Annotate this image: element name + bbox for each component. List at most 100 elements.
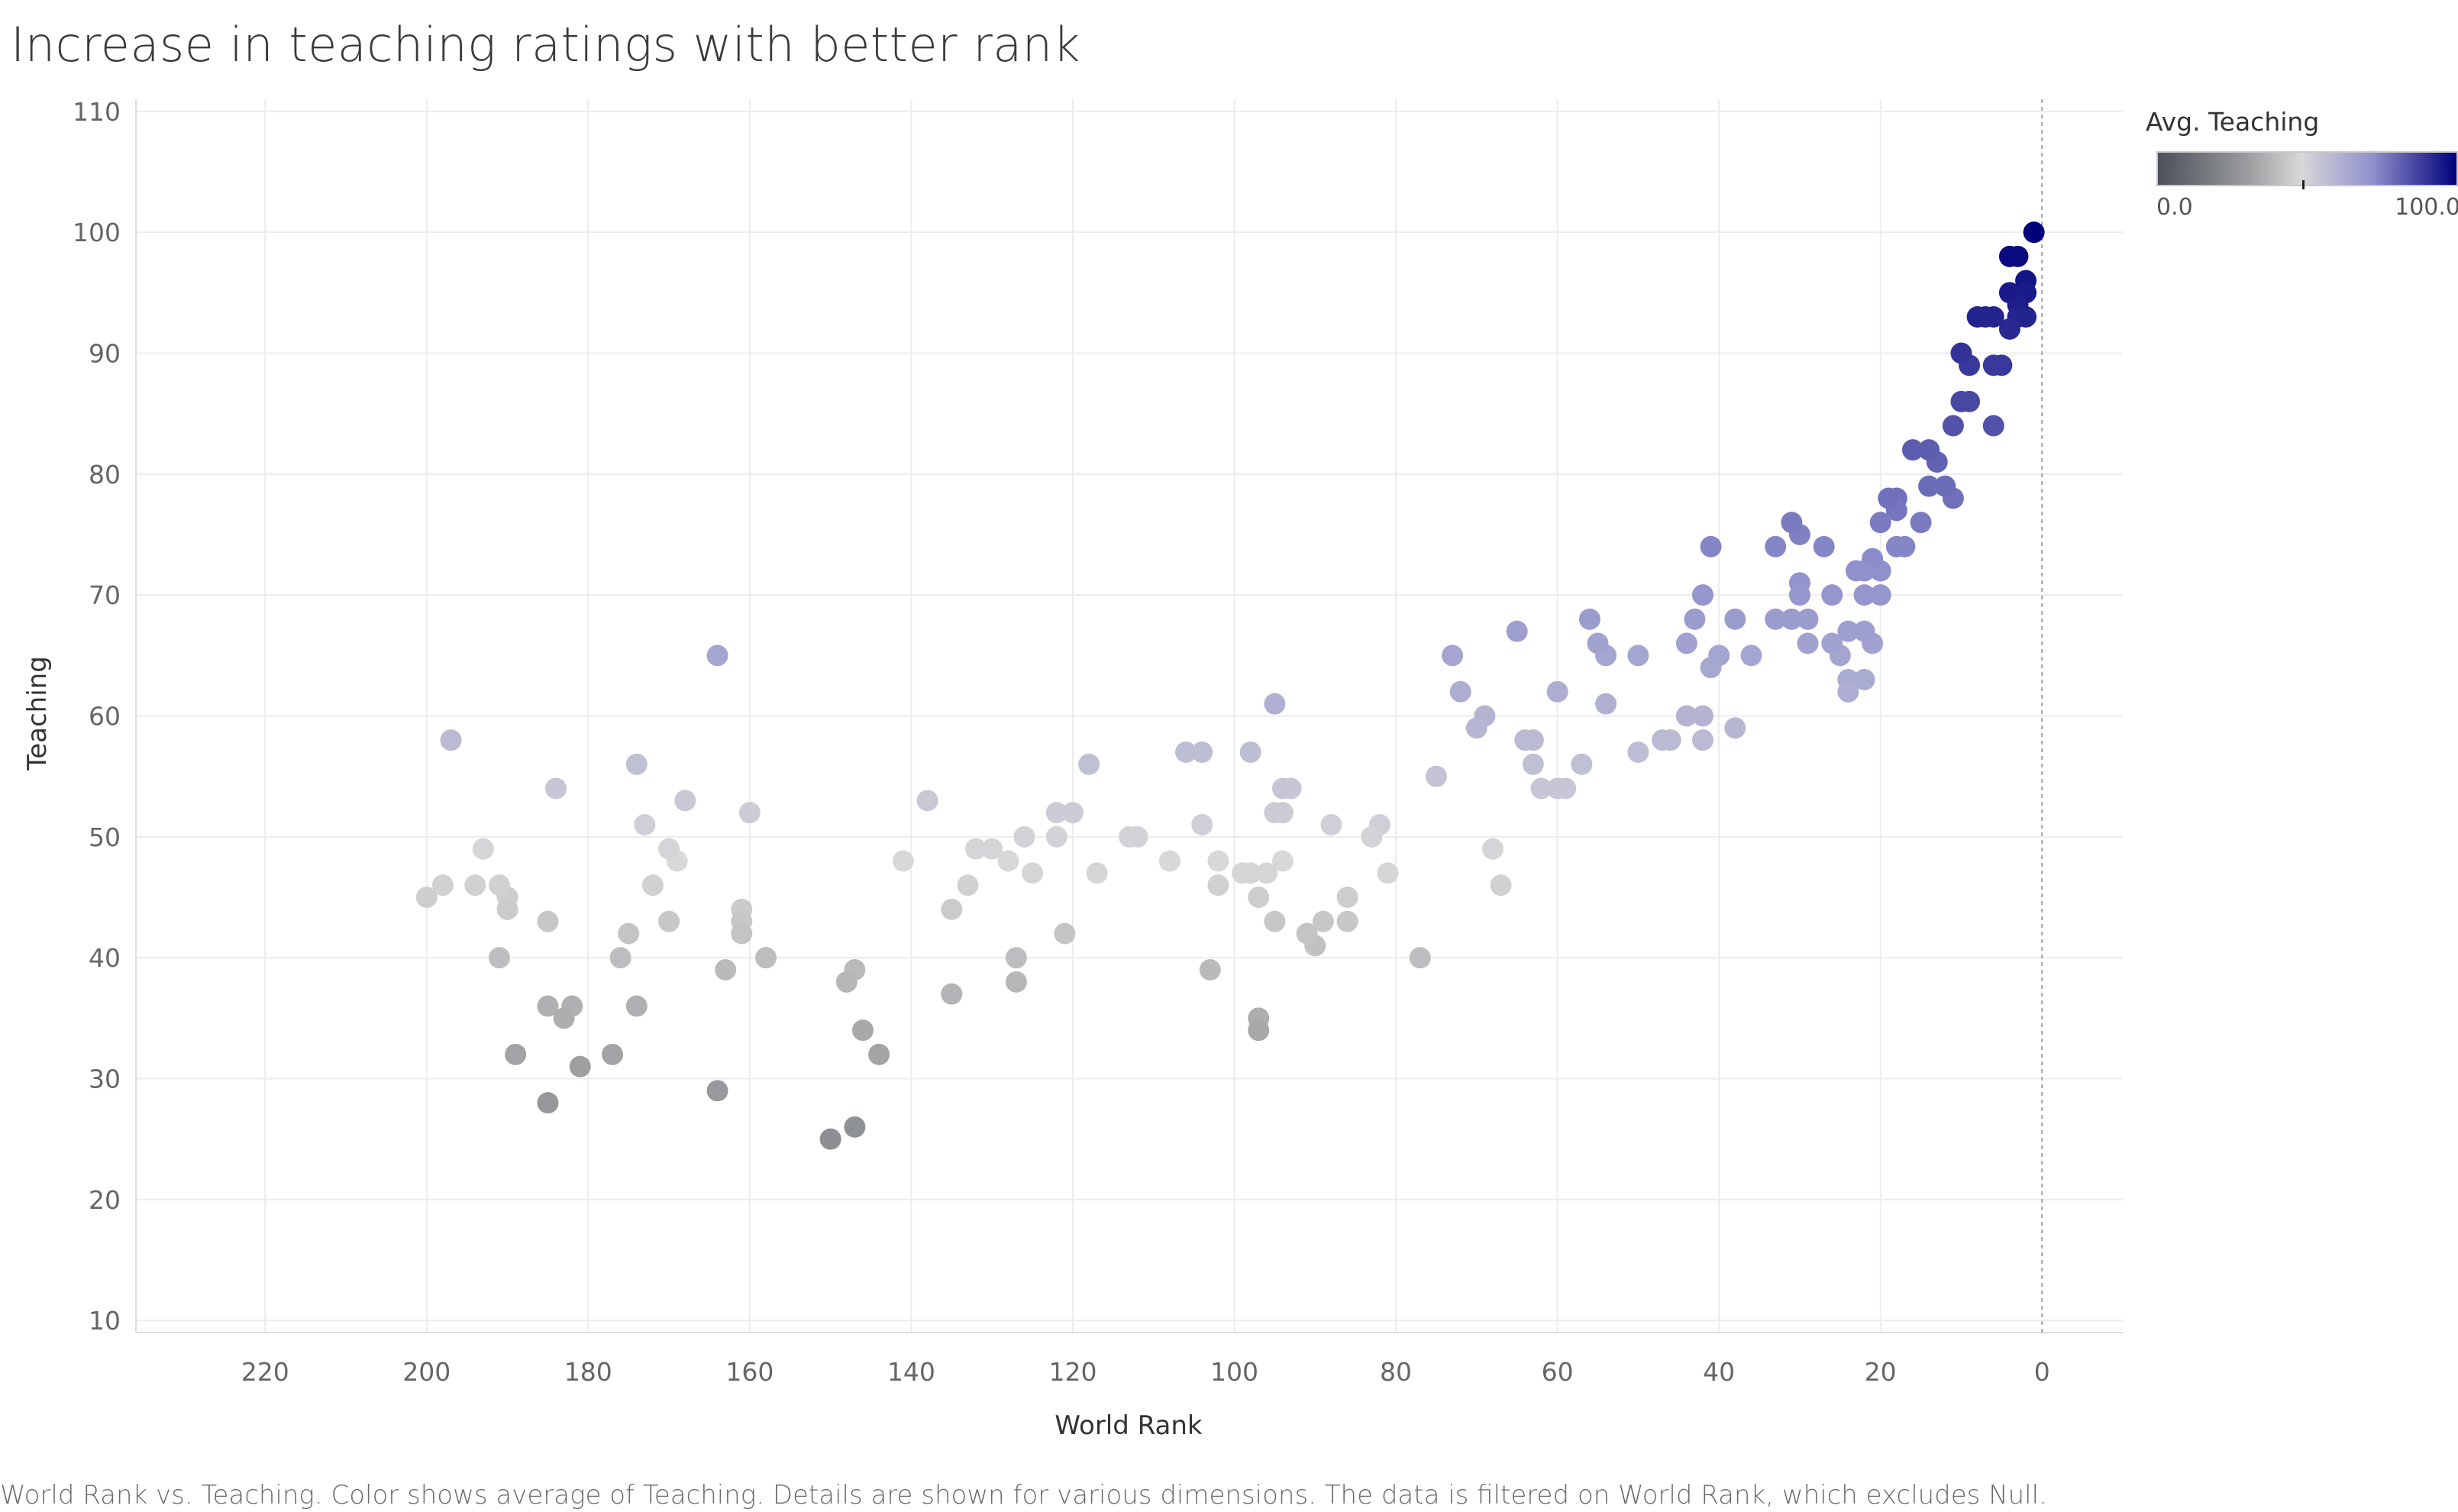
- color-legend[interactable]: Avg. Teaching 0.0 100.0: [2146, 107, 2458, 221]
- data-point[interactable]: [916, 790, 938, 812]
- data-point[interactable]: [1627, 741, 1649, 763]
- data-point[interactable]: [835, 971, 858, 993]
- data-point[interactable]: [1022, 862, 1044, 884]
- data-point[interactable]: [1199, 959, 1221, 981]
- data-point[interactable]: [1013, 825, 1035, 848]
- data-point[interactable]: [1191, 814, 1213, 835]
- data-point[interactable]: [1788, 584, 1810, 606]
- data-point[interactable]: [609, 947, 631, 969]
- data-point[interactable]: [634, 814, 656, 835]
- data-point[interactable]: [1691, 705, 1713, 727]
- data-point[interactable]: [431, 874, 454, 897]
- data-point[interactable]: [1571, 753, 1593, 775]
- data-point[interactable]: [569, 1055, 591, 1077]
- data-point[interactable]: [537, 910, 559, 932]
- data-point[interactable]: [1901, 439, 1923, 461]
- data-point[interactable]: [472, 838, 494, 860]
- data-point[interactable]: [1998, 282, 2020, 304]
- data-point[interactable]: [755, 947, 777, 969]
- data-point[interactable]: [1869, 512, 1891, 534]
- data-point[interactable]: [1675, 705, 1697, 727]
- data-point[interactable]: [553, 1007, 575, 1029]
- data-point[interactable]: [1691, 729, 1713, 751]
- data-point[interactable]: [1490, 874, 1512, 897]
- data-point[interactable]: [1248, 1019, 1270, 1042]
- data-point[interactable]: [1045, 825, 1068, 848]
- data-point[interactable]: [1966, 306, 1988, 328]
- data-point[interactable]: [1175, 741, 1197, 763]
- data-point[interactable]: [1271, 777, 1294, 800]
- data-point[interactable]: [1255, 862, 1277, 884]
- data-point[interactable]: [1271, 850, 1294, 872]
- data-point[interactable]: [1061, 802, 1084, 824]
- data-point[interactable]: [1465, 717, 1487, 739]
- data-point[interactable]: [1765, 608, 1787, 630]
- data-point[interactable]: [1781, 512, 1803, 534]
- data-point[interactable]: [957, 874, 979, 897]
- data-point[interactable]: [1950, 390, 1972, 412]
- data-point[interactable]: [1998, 318, 2020, 340]
- data-point[interactable]: [488, 874, 510, 897]
- data-point[interactable]: [1821, 584, 1843, 606]
- data-point[interactable]: [1684, 608, 1706, 630]
- data-point[interactable]: [1248, 887, 1270, 908]
- data-point[interactable]: [440, 729, 462, 751]
- data-point[interactable]: [715, 959, 737, 981]
- data-point[interactable]: [1514, 729, 1536, 751]
- data-point[interactable]: [674, 790, 696, 812]
- data-point[interactable]: [1853, 620, 1875, 642]
- data-point[interactable]: [892, 850, 914, 872]
- data-point[interactable]: [1587, 632, 1609, 654]
- data-point[interactable]: [641, 874, 664, 897]
- data-point[interactable]: [997, 850, 1019, 872]
- data-point[interactable]: [1086, 862, 1108, 884]
- data-point[interactable]: [706, 1080, 728, 1102]
- data-point[interactable]: [1950, 342, 1972, 364]
- data-point[interactable]: [658, 910, 680, 932]
- data-point[interactable]: [464, 874, 486, 897]
- data-point[interactable]: [1885, 535, 1907, 557]
- data-point[interactable]: [1627, 645, 1649, 667]
- data-point[interactable]: [1207, 850, 1229, 872]
- data-point[interactable]: [1910, 512, 1932, 534]
- data-point[interactable]: [706, 645, 728, 667]
- data-point[interactable]: [1207, 874, 1229, 897]
- data-point[interactable]: [1781, 608, 1803, 630]
- data-point[interactable]: [1312, 910, 1334, 932]
- data-point[interactable]: [1652, 729, 1674, 751]
- data-point[interactable]: [1700, 535, 1722, 557]
- data-point[interactable]: [1506, 620, 1528, 642]
- data-point[interactable]: [1691, 584, 1713, 606]
- data-point[interactable]: [1158, 850, 1181, 872]
- data-point[interactable]: [1869, 584, 1891, 606]
- data-point[interactable]: [1797, 608, 1819, 630]
- data-point[interactable]: [1878, 487, 1900, 509]
- data-point[interactable]: [1264, 693, 1286, 715]
- data-point[interactable]: [1740, 645, 1762, 667]
- data-point[interactable]: [819, 1128, 841, 1150]
- data-point[interactable]: [505, 1043, 527, 1065]
- data-point[interactable]: [1546, 777, 1568, 800]
- data-point[interactable]: [1724, 608, 1746, 630]
- data-point[interactable]: [1530, 777, 1552, 800]
- data-point[interactable]: [488, 947, 510, 969]
- data-point[interactable]: [1797, 632, 1819, 654]
- data-point[interactable]: [965, 838, 987, 860]
- data-point[interactable]: [1853, 584, 1875, 606]
- data-point[interactable]: [731, 922, 753, 945]
- data-point[interactable]: [1942, 415, 1964, 437]
- data-point[interactable]: [1078, 753, 1100, 775]
- data-point[interactable]: [1442, 645, 1464, 667]
- data-point[interactable]: [1320, 814, 1342, 835]
- data-point[interactable]: [1481, 838, 1504, 860]
- data-point[interactable]: [1837, 620, 1859, 642]
- data-point[interactable]: [1264, 802, 1286, 824]
- data-point[interactable]: [1765, 535, 1787, 557]
- data-point[interactable]: [1449, 680, 1471, 703]
- data-point[interactable]: [1005, 971, 1027, 993]
- data-point[interactable]: [1425, 765, 1447, 787]
- data-point[interactable]: [1239, 741, 1261, 763]
- data-point[interactable]: [851, 1019, 874, 1042]
- data-point[interactable]: [1409, 947, 1431, 969]
